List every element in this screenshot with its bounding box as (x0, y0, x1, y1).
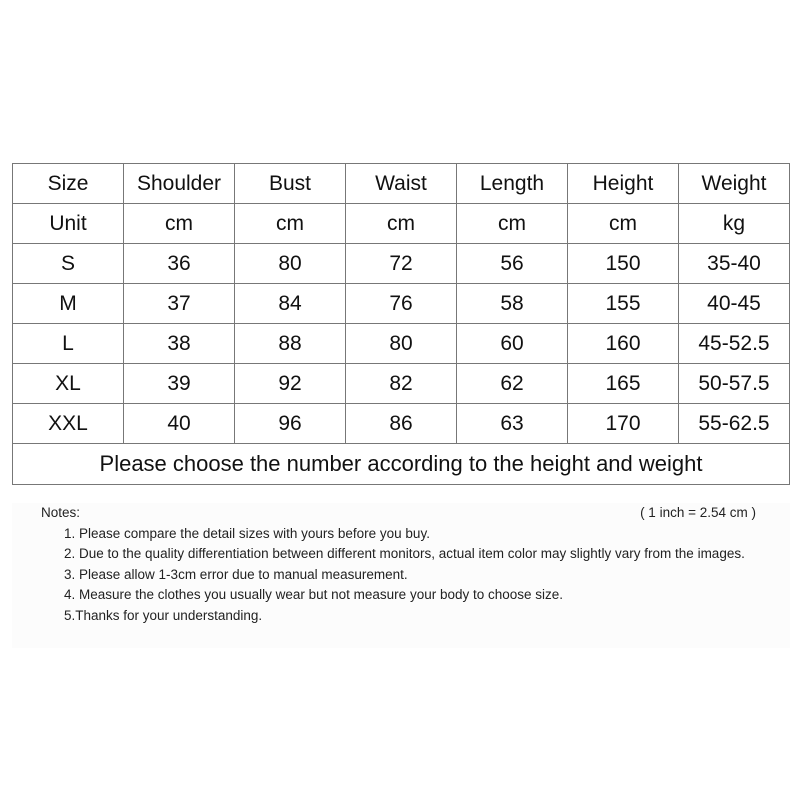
footer-row: Please choose the number according to th… (12, 443, 790, 485)
table-cell: 170 (567, 403, 679, 444)
table-cell: kg (678, 203, 790, 244)
table-cell: M (12, 283, 124, 324)
table-footer-note: Please choose the number according to th… (12, 443, 790, 485)
note-item: 2. Due to the quality differentiation be… (64, 546, 745, 561)
table-cell: 160 (567, 323, 679, 364)
table-cell: Waist (345, 163, 457, 204)
table-row: XXL 40 96 86 63 170 55-62.5 (12, 403, 790, 444)
table-cell: 37 (123, 283, 235, 324)
table-cell: Size (12, 163, 124, 204)
table-cell: XXL (12, 403, 124, 444)
note-item: 4. Measure the clothes you usually wear … (64, 587, 564, 602)
inch-conversion: ( 1 inch = 2.54 cm ) (640, 505, 756, 520)
note-item: 5.Thanks for your understanding. (64, 607, 263, 623)
table-cell: cm (345, 203, 457, 244)
header-row: Size Shoulder Bust Waist Length Height Weight (12, 163, 790, 204)
table-cell: Bust (234, 163, 346, 204)
unit-row: Unit cm cm cm cm cm kg (12, 203, 790, 244)
table-cell: Weight (678, 163, 790, 204)
table-cell: 55-62.5 (678, 403, 790, 444)
table-cell: 62 (456, 363, 568, 404)
table-cell: 35-40 (678, 243, 790, 284)
table-cell: 63 (456, 403, 568, 444)
notes-section: Notes: ( 1 inch = 2.54 cm ) 1. Please co… (12, 503, 790, 648)
table-cell: 150 (567, 243, 679, 284)
table-cell: 155 (567, 283, 679, 324)
table-cell: 60 (456, 323, 568, 364)
table-cell: Height (567, 163, 679, 204)
table-cell: cm (234, 203, 346, 244)
table-cell: 39 (123, 363, 235, 404)
table-row: L 38 88 80 60 160 45-52.5 (12, 323, 790, 364)
table-cell: 36 (123, 243, 235, 284)
table-row: M 37 84 76 58 155 40-45 (12, 283, 790, 324)
table-cell: 58 (456, 283, 568, 324)
table-cell: 38 (123, 323, 235, 364)
note-item: 1. Please compare the detail sizes with … (64, 525, 430, 541)
table-cell: XL (12, 363, 124, 404)
table-cell: 40 (123, 403, 235, 444)
table-cell: S (12, 243, 124, 284)
table-cell: 82 (345, 363, 457, 404)
table-cell: Shoulder (123, 163, 235, 204)
table-cell: 165 (567, 363, 679, 404)
table-cell: 50-57.5 (678, 363, 790, 404)
table-cell: 80 (345, 323, 457, 364)
table-cell: 80 (234, 243, 346, 284)
table-cell: 72 (345, 243, 457, 284)
table-cell: Length (456, 163, 568, 204)
table-cell: L (12, 323, 124, 364)
table-cell: 84 (234, 283, 346, 324)
table-cell: 45-52.5 (678, 323, 790, 364)
table-cell: 88 (234, 323, 346, 364)
note-item: 3. Please allow 1-3cm error due to manua… (64, 566, 408, 582)
table-cell: Unit (12, 203, 124, 244)
table-row: S 36 80 72 56 150 35-40 (12, 243, 790, 284)
table-cell: 96 (234, 403, 346, 444)
table-cell: 56 (456, 243, 568, 284)
size-chart-table: Size Shoulder Bust Waist Length Height Weight U… (12, 163, 790, 485)
table-cell: cm (567, 203, 679, 244)
notes-title: Notes: (41, 505, 81, 520)
table-cell: cm (456, 203, 568, 244)
table-cell: cm (123, 203, 235, 244)
table-cell: 86 (345, 403, 457, 444)
table-cell: 92 (234, 363, 346, 404)
table-cell: 76 (345, 283, 457, 324)
table-row: XL 39 92 82 62 165 50-57.5 (12, 363, 790, 404)
table-cell: 40-45 (678, 283, 790, 324)
